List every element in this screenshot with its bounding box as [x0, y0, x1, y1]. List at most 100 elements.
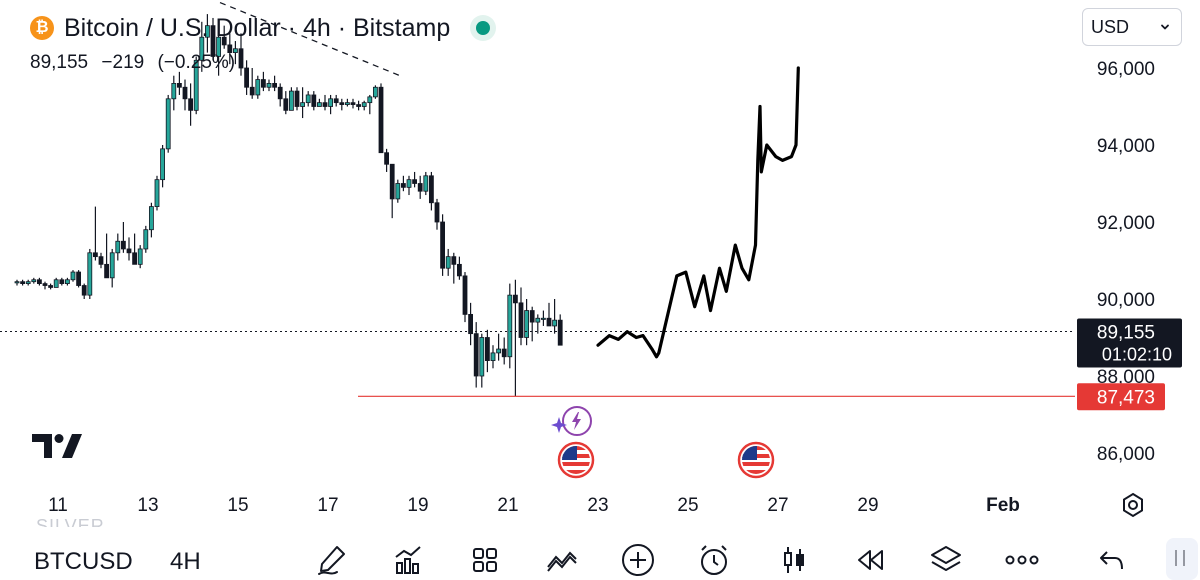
- add-button[interactable]: [618, 540, 658, 580]
- symbol-title[interactable]: Bitcoin / U.S. Dollar · 4h · Bitstamp: [64, 13, 451, 42]
- layers-button[interactable]: [926, 540, 966, 580]
- time-tick-label: 25: [677, 495, 698, 516]
- chart-style-button[interactable]: [774, 540, 814, 580]
- candle: [367, 94, 373, 115]
- candle: [59, 277, 65, 286]
- candle: [501, 337, 507, 365]
- candle: [389, 163, 395, 219]
- currency-select[interactable]: USD: [1082, 8, 1182, 46]
- time-tick-label: 27: [767, 495, 788, 516]
- candle: [462, 272, 468, 323]
- chart-settings-icon[interactable]: [1118, 490, 1148, 520]
- candle: [372, 85, 378, 99]
- candle: [188, 83, 194, 126]
- support-price-label: 87,473: [1077, 383, 1165, 411]
- candle: [552, 299, 557, 334]
- candle: [479, 333, 485, 388]
- candle: [20, 279, 26, 286]
- candle: [423, 171, 429, 196]
- time-tick-label: 11: [48, 495, 68, 516]
- candle: [541, 310, 546, 326]
- last-price-label-value: 89,155: [1097, 323, 1155, 344]
- candle: [272, 75, 278, 92]
- candle: [456, 256, 462, 280]
- price-tick-label: 86,000: [1097, 444, 1155, 465]
- candle: [244, 60, 250, 95]
- time-tick-label: 15: [227, 495, 248, 516]
- candle: [434, 198, 440, 230]
- candle: [305, 91, 311, 107]
- candle: [395, 179, 401, 203]
- support-price-label-value: 87,473: [1097, 387, 1155, 408]
- templates-icon: [473, 548, 497, 572]
- candle: [333, 94, 339, 107]
- candle: [328, 94, 334, 115]
- more-button[interactable]: [1002, 540, 1042, 580]
- replay-button[interactable]: [850, 540, 890, 580]
- sparkle-icon: [551, 417, 567, 433]
- candle: [524, 299, 529, 346]
- candle: [104, 233, 109, 279]
- time-tick-label: 19: [407, 495, 428, 516]
- candle: [87, 248, 93, 299]
- candle: [417, 175, 423, 199]
- candle: [53, 277, 59, 288]
- compare-button[interactable]: [542, 540, 582, 580]
- candle: [160, 145, 166, 188]
- add-icon: [622, 544, 654, 576]
- candle: [283, 91, 289, 115]
- time-tick-label: 13: [137, 495, 158, 516]
- candle: [221, 25, 227, 49]
- brush-icon: [318, 546, 345, 575]
- candle: [484, 329, 490, 373]
- price-tick-label: 94,000: [1097, 136, 1155, 157]
- freehand-drawing-layer: [596, 66, 800, 359]
- candle: [535, 314, 541, 334]
- price-tick-label: 92,000: [1097, 213, 1155, 234]
- candle: [171, 75, 177, 111]
- brush-tool-button[interactable]: [312, 540, 352, 580]
- candle: [14, 279, 20, 286]
- price-axis[interactable]: 96,000 94,000 92,000 90,000 88,000 86,000 89,1…: [1077, 59, 1182, 465]
- symbol-header[interactable]: ₿ Bitcoin / U.S. Dollar · 4h · Bitstamp: [30, 12, 497, 44]
- last-price-value: 89,155: [30, 52, 89, 73]
- candle: [98, 252, 104, 269]
- currency-value: USD: [1091, 16, 1130, 37]
- candle: [529, 306, 535, 342]
- candle: [339, 98, 345, 111]
- candle: [361, 100, 367, 111]
- time-tick-label: 17: [317, 495, 338, 516]
- candle: [294, 87, 300, 111]
- interval-button[interactable]: 4H: [170, 548, 201, 575]
- candle: [316, 98, 322, 107]
- time-axis[interactable]: 11 13 15 17 19 21 23 25 27 29 Feb: [48, 495, 1020, 516]
- candle: [266, 79, 272, 92]
- news-lightning-icon[interactable]: [562, 406, 592, 436]
- more-icon: [1005, 555, 1039, 565]
- bottom-toolbar: [0, 527, 1200, 580]
- candle: [148, 202, 154, 238]
- scroll-handle-icon[interactable]: [1158, 536, 1200, 580]
- candle: [384, 148, 390, 172]
- time-tick-label: 29: [857, 495, 878, 516]
- replay-icon: [858, 550, 883, 570]
- candle: [121, 222, 126, 253]
- candle: [137, 245, 143, 269]
- candle: [143, 225, 149, 253]
- candle: [70, 270, 76, 282]
- us-economic-event-icon[interactable]: [557, 441, 595, 479]
- undo-button[interactable]: [1092, 540, 1132, 580]
- templates-button[interactable]: [465, 540, 505, 580]
- us-economic-event-icon-2[interactable]: [737, 441, 775, 479]
- symbol-button[interactable]: BTCUSD: [34, 548, 133, 575]
- alert-button[interactable]: [694, 540, 734, 580]
- candle: [165, 94, 171, 153]
- indicators-button[interactable]: [388, 540, 428, 580]
- market-open-status-icon: [470, 15, 497, 41]
- candles-layer: [14, 14, 563, 397]
- candle: [76, 270, 81, 288]
- candle: [507, 283, 513, 369]
- candle: [513, 279, 518, 397]
- candle: [193, 56, 199, 115]
